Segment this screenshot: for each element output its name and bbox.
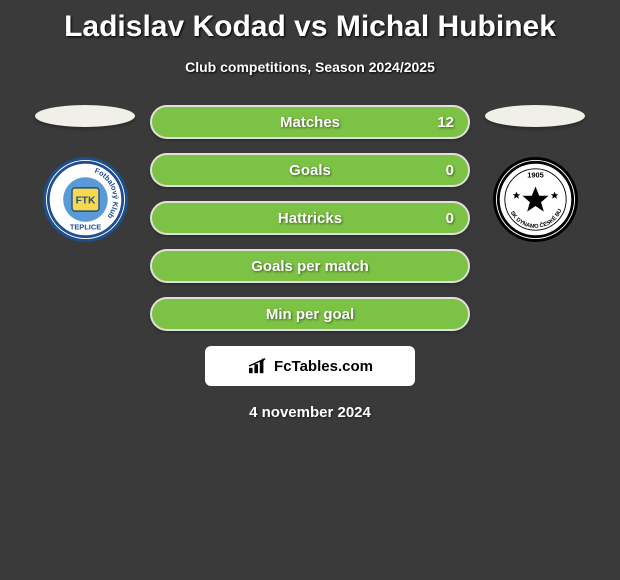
stat-bar-matches: Matches 12 (150, 105, 470, 139)
right-column: 1905 SK DYNAMO ČESKÉ BUDĚJOVICE (485, 105, 585, 242)
stat-bar-hattricks: Hattricks 0 (150, 201, 470, 235)
stats-column: Matches 12 Goals 0 Hattricks 0 Goals per… (150, 105, 470, 331)
brand-text: FcTables.com (274, 358, 373, 375)
stat-label: Goals per match (251, 258, 369, 275)
left-column: Fotbalový Klub TEPLICE FTK (35, 105, 135, 242)
svg-text:TEPLICE: TEPLICE (69, 223, 100, 232)
player-avatar-left (35, 105, 135, 127)
page-title: Ladislav Kodad vs Michal Hubinek (64, 10, 556, 44)
club-logo-left: Fotbalový Klub TEPLICE FTK (43, 157, 128, 242)
stat-value: 12 (437, 114, 454, 131)
stat-value: 0 (446, 162, 454, 179)
stat-label: Matches (280, 114, 340, 131)
stat-label: Min per goal (266, 306, 354, 323)
date-text: 4 november 2024 (249, 404, 371, 421)
stat-value: 0 (446, 210, 454, 227)
stat-bar-goals-per-match: Goals per match (150, 249, 470, 283)
brand-footer[interactable]: FcTables.com (205, 346, 415, 386)
subtitle: Club competitions, Season 2024/2025 (185, 59, 435, 75)
main-row: Fotbalový Klub TEPLICE FTK Matches 12 Go… (0, 105, 620, 331)
stat-label: Goals (289, 162, 331, 179)
stat-label: Hattricks (278, 210, 342, 227)
stat-bar-goals: Goals 0 (150, 153, 470, 187)
stat-bar-min-per-goal: Min per goal (150, 297, 470, 331)
svg-text:1905: 1905 (527, 171, 544, 180)
svg-text:FTK: FTK (75, 196, 95, 207)
player-avatar-right (485, 105, 585, 127)
club-logo-right: 1905 SK DYNAMO ČESKÉ BUDĚJOVICE (493, 157, 578, 242)
chart-icon (247, 357, 269, 375)
